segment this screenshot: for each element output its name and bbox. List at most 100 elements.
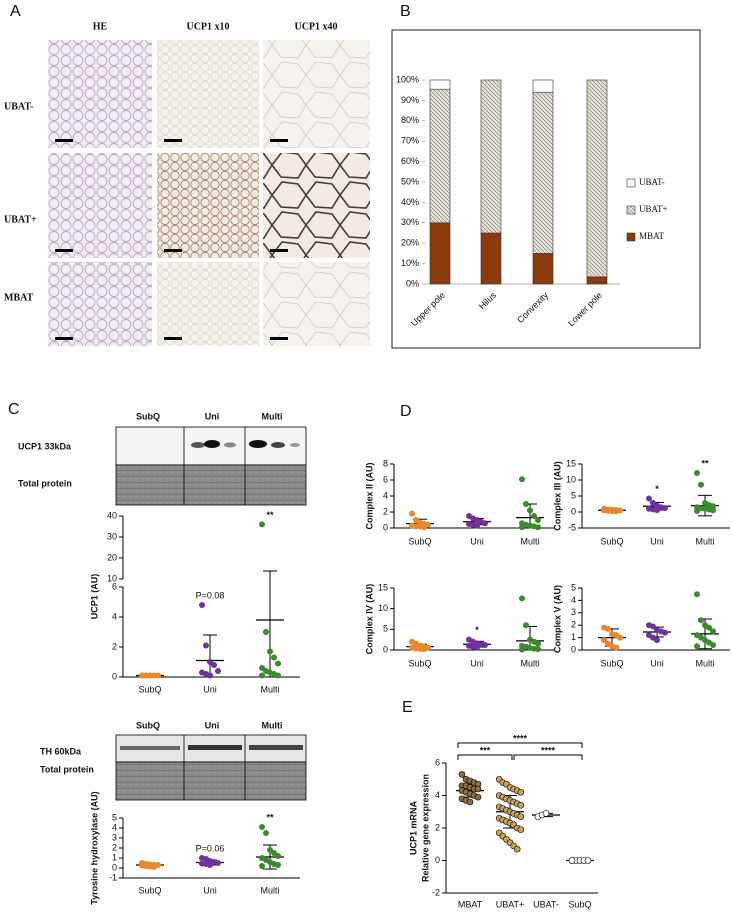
data-point xyxy=(613,508,619,515)
data-point xyxy=(474,644,480,651)
data-point xyxy=(259,824,265,830)
y-tick-label: 40 xyxy=(107,510,117,520)
significance-label: *** xyxy=(480,745,491,755)
y-tick-label: 3 xyxy=(112,832,117,842)
row-header: UBAT- xyxy=(4,101,33,112)
y-tick-label: 15 xyxy=(566,458,576,468)
y-tick-label: 2 xyxy=(571,620,576,630)
image xyxy=(157,153,259,258)
column-header: UCP1 x40 xyxy=(294,21,337,32)
x-tick-label: UBAT+ xyxy=(496,899,525,909)
y-tick-label: 4 xyxy=(383,490,388,500)
y-tick-label: 6 xyxy=(383,474,388,484)
data-point xyxy=(203,642,209,649)
annotation: ** xyxy=(266,812,274,822)
significance-bracket xyxy=(457,742,583,748)
data-point xyxy=(523,622,529,629)
data-point xyxy=(523,501,529,507)
blot-group: Uni xyxy=(205,720,220,730)
column-header: HE xyxy=(93,21,108,32)
bar-segment xyxy=(532,91,554,254)
data-point xyxy=(710,507,716,514)
x-tick-label: Multi xyxy=(260,684,279,694)
western-blot: SubQ Uni Multi TH 60kDa Total protein xyxy=(40,720,307,801)
points xyxy=(409,595,541,653)
x-tick-label: Uni xyxy=(203,684,217,694)
y-tick-label: 4 xyxy=(571,595,576,605)
data-point xyxy=(542,810,550,817)
data-point xyxy=(215,860,221,866)
image xyxy=(48,40,152,148)
y-axis-label: Tyrosine hydroxylase (AU) xyxy=(89,791,99,904)
data-point xyxy=(263,629,269,635)
data-point xyxy=(513,845,521,853)
x-tick-label: SubQ xyxy=(138,684,161,694)
data-point xyxy=(275,862,281,868)
x-tick-label: SubQ xyxy=(568,899,591,909)
data-point xyxy=(662,629,668,636)
points xyxy=(409,476,541,531)
data-point xyxy=(199,602,205,608)
image xyxy=(263,40,370,148)
data-point xyxy=(207,862,213,868)
y-tick-label: 0 xyxy=(571,644,576,654)
data-point xyxy=(409,510,415,517)
bar-segment xyxy=(586,276,608,285)
y-axis-label: Complex II (AU) xyxy=(364,462,374,529)
blot-label: TH 60kDa xyxy=(40,746,82,756)
data-point xyxy=(694,591,700,598)
y-axis-label: Complex III (AU) xyxy=(552,461,562,531)
blot-group: Multi xyxy=(262,411,283,421)
y-tick-label: 10 xyxy=(566,474,576,484)
y-tick-label: 100% xyxy=(396,74,419,84)
bar-segment xyxy=(586,79,608,278)
x-tick-label: Uni xyxy=(470,658,484,668)
y-tick-label: 0% xyxy=(406,278,419,288)
data-point xyxy=(654,637,660,644)
bar-segment xyxy=(429,88,451,224)
data-point xyxy=(207,672,213,679)
data-point xyxy=(474,522,480,529)
y-axis-label: Relative gene expression xyxy=(420,774,430,882)
data-point xyxy=(519,646,525,653)
data-point xyxy=(482,642,488,649)
y-tick-label: 10 xyxy=(378,603,388,613)
blot-group: SubQ xyxy=(136,411,160,421)
annotation: P=0.08 xyxy=(196,590,225,600)
data-point xyxy=(584,857,592,864)
x-tick-label: MBAT xyxy=(458,899,483,909)
significance-label: **** xyxy=(513,733,528,743)
data-point xyxy=(568,857,576,864)
data-point xyxy=(458,771,466,778)
y-axis-label: Complex IV (AU) xyxy=(364,584,374,655)
y-tick-label: 2 xyxy=(112,641,117,651)
data-point xyxy=(519,524,525,531)
y-tick-label: 5 xyxy=(112,812,117,822)
panel-label: C xyxy=(8,401,20,418)
x-tick-label: Multi xyxy=(695,658,714,668)
data-point xyxy=(517,801,525,809)
x-tick-label: Multi xyxy=(520,536,539,546)
legend-swatch xyxy=(626,178,636,188)
data-point xyxy=(517,788,525,796)
x-tick-label: Uni xyxy=(470,536,484,546)
bar-segment xyxy=(480,232,502,285)
bar-segment xyxy=(532,79,554,93)
points xyxy=(601,591,716,651)
data-point xyxy=(698,481,704,488)
data-point xyxy=(617,634,623,641)
points xyxy=(601,469,716,515)
annotation: ** xyxy=(701,458,709,468)
points xyxy=(139,824,281,870)
data-point xyxy=(474,793,482,801)
image xyxy=(48,153,152,258)
data-point xyxy=(421,646,427,653)
legend-label: MBAT xyxy=(639,231,665,241)
x-tick-label: Uni xyxy=(650,536,664,546)
data-point xyxy=(517,813,525,820)
y-tick-label: 30% xyxy=(401,217,419,227)
legend-swatch xyxy=(626,205,636,215)
y-tick-label: 6 xyxy=(435,757,440,767)
data-point xyxy=(215,668,221,674)
